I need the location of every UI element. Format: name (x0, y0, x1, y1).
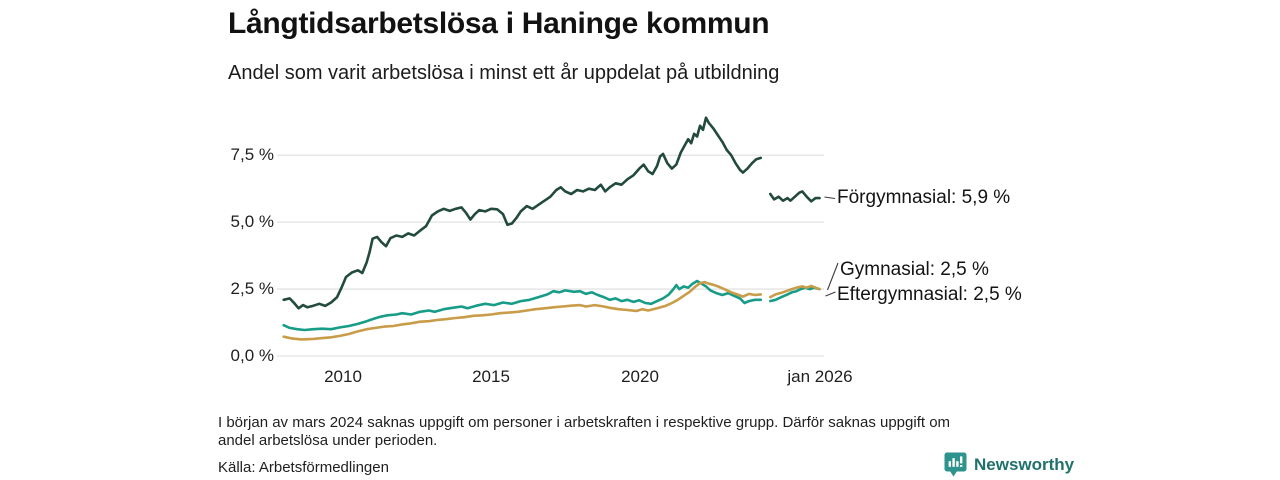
x-tick-jan-2026: jan 2026 (787, 367, 853, 386)
series-label-eftergymnasial: Eftergymnasial: 2,5 % (837, 284, 1022, 305)
y-tick-0: 0,0 % (230, 346, 274, 365)
newsworthy-brand: Newsworthy (944, 452, 1074, 478)
label-connector (824, 196, 836, 200)
x-tick-2010: 2010 (324, 367, 362, 386)
label-connector (826, 262, 839, 291)
page-title: Långtidsarbetslösa i Haninge kommun (228, 7, 770, 40)
label-connector (825, 291, 836, 297)
y-tick-7-5: 7,5 % (230, 145, 274, 164)
footnote-line-2: andel arbetslösa under perioden. (218, 432, 438, 449)
x-tick-2015: 2015 (472, 367, 510, 386)
series-line-eftergymnasial (768, 284, 821, 299)
y-tick-5-0: 5,0 % (230, 212, 274, 231)
source-text: Källa: Arbetsförmedlingen (218, 459, 389, 476)
page-subtitle: Andel som varit arbetslösa i minst ett å… (228, 62, 780, 84)
series-label-forgymnasial: Förgymnasial: 5,9 % (837, 187, 1011, 208)
series-line-gymnasial (282, 279, 763, 332)
newsworthy-brand-text: Newsworthy (974, 455, 1075, 474)
series-line-gymnasial (768, 286, 821, 303)
series-line-förgymnasial (768, 190, 821, 203)
x-tick-2020: 2020 (621, 367, 659, 386)
newsworthy-logo-icon (944, 452, 967, 477)
series-line-eftergymnasial (282, 280, 763, 341)
series-line-förgymnasial (282, 116, 763, 310)
y-tick-2-5: 2,5 % (230, 279, 274, 298)
footnote-line-1: I början av mars 2024 saknas uppgift om … (218, 414, 951, 431)
series-label-gymnasial: Gymnasial: 2,5 % (840, 259, 989, 280)
